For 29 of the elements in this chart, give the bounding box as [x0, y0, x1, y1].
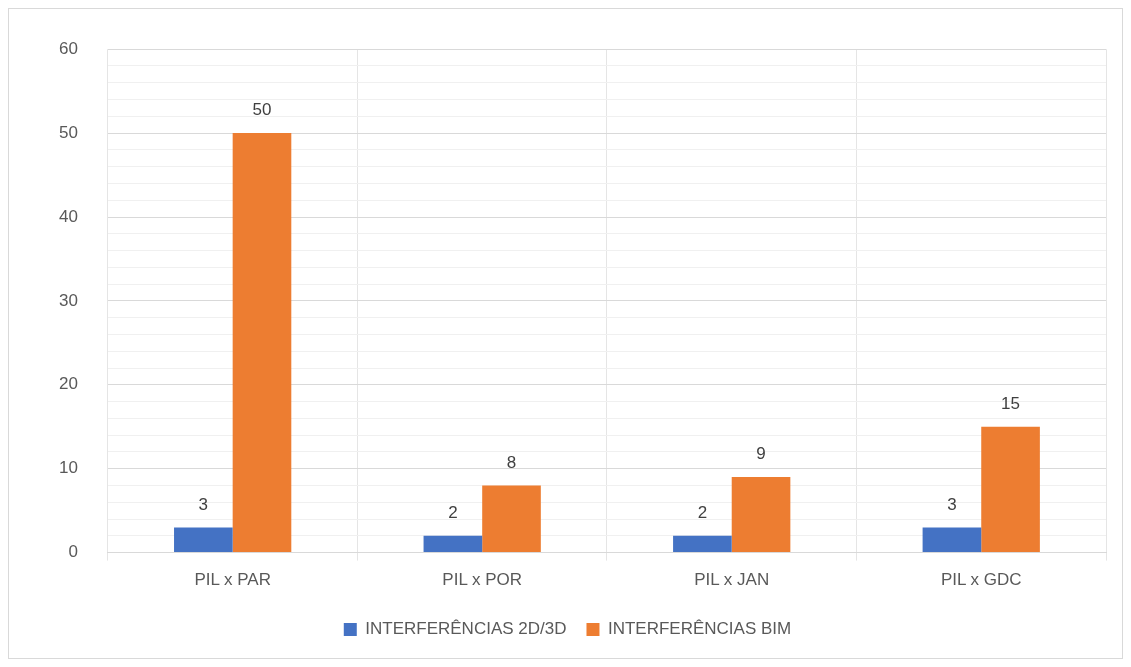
bar [731, 477, 791, 553]
data-label: 8 [506, 452, 517, 472]
bar [922, 527, 982, 553]
x-tick-label: PIL x GDC [940, 570, 1022, 590]
y-tick-label: 60 [58, 38, 78, 58]
bar [423, 535, 483, 553]
y-tick-label: 30 [58, 290, 78, 310]
data-label: 2 [448, 503, 458, 523]
y-tick-label: 0 [68, 542, 78, 562]
data-label: 50 [252, 100, 272, 120]
data-label: 15 [1001, 393, 1021, 413]
bar [981, 426, 1040, 553]
bar [174, 527, 233, 553]
y-tick-label: 50 [58, 122, 78, 142]
bar [673, 535, 732, 553]
x-tick-label: PIL x POR [442, 570, 523, 590]
legend-label: INTERFERÊNCIAS BIM [607, 619, 792, 639]
y-tick-label: 20 [58, 374, 78, 394]
data-label: 3 [947, 494, 957, 514]
bar [232, 133, 292, 553]
data-label: 9 [756, 444, 766, 464]
y-tick-label: 10 [58, 458, 78, 478]
y-tick-label: 40 [58, 206, 78, 226]
x-tick-label: PIL x PAR [194, 570, 271, 590]
legend-label: INTERFERÊNCIAS 2D/3D [365, 619, 567, 639]
x-tick-label: PIL x JAN [694, 570, 770, 590]
data-label: 3 [198, 494, 209, 514]
data-label: 2 [697, 503, 708, 523]
bar [482, 485, 541, 553]
